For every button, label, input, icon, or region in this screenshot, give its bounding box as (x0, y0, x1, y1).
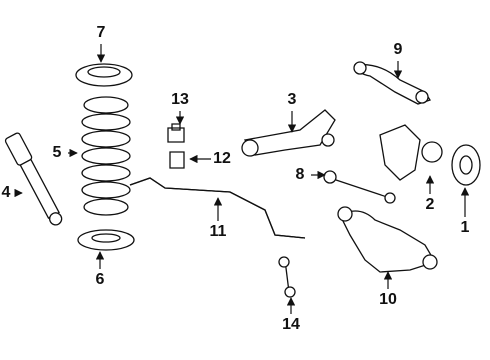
callout-label: 13 (171, 91, 189, 108)
callout-label: 12 (213, 150, 231, 167)
callout-label: 6 (96, 271, 105, 288)
callout-label: 1 (461, 219, 470, 236)
callout-label: 10 (379, 291, 397, 308)
callout-label: 2 (426, 196, 435, 213)
callout-label: 8 (296, 166, 305, 183)
callout-label: 3 (288, 91, 297, 108)
callout-label: 4 (2, 184, 11, 201)
callout-label: 9 (394, 41, 403, 58)
parts (4, 61, 481, 298)
callout-label: 11 (210, 223, 227, 240)
callout-label: 14 (282, 316, 300, 333)
callout-label: 5 (53, 144, 62, 161)
callout-label: 7 (97, 24, 106, 41)
